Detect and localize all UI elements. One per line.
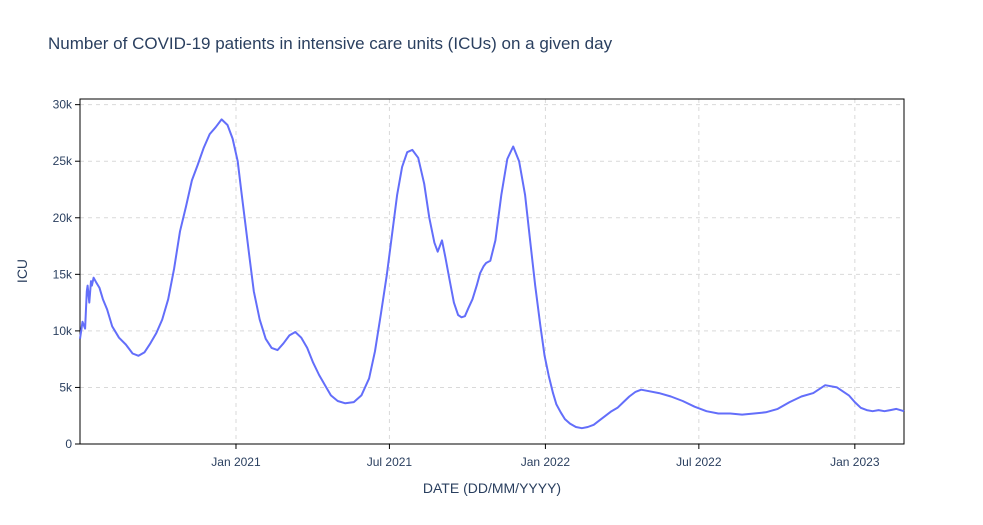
x-tick-label: Jul 2021	[367, 455, 413, 469]
series-layer	[79, 118, 905, 430]
x-tick-label: Jan 2021	[211, 455, 261, 469]
x-tick-label: Jul 2022	[676, 455, 722, 469]
y-axis-title: ICU	[14, 259, 30, 283]
x-tick-label: Jan 2023	[830, 455, 880, 469]
x-tick-label: Jan 2022	[521, 455, 571, 469]
chart-title: Number of COVID-19 patients in intensive…	[48, 34, 613, 53]
y-tick-label: 5k	[59, 380, 73, 394]
y-tick-label: 0	[65, 437, 72, 451]
x-axis-title: DATE (DD/MM/YYYY)	[423, 480, 561, 496]
y-tick-label: 10k	[53, 324, 73, 338]
y-tick-label: 15k	[53, 267, 73, 281]
y-tick-label: 30k	[53, 98, 73, 112]
grid-lines	[80, 99, 904, 444]
y-tick-label: 25k	[53, 154, 73, 168]
icu-series-line	[79, 118, 905, 430]
axis-ticks: 0 5k 10k 15k 20k 25k 30k Jan 2021 Jul 2021 Jan 20…	[53, 98, 880, 469]
plot-frame	[79, 98, 905, 445]
y-tick-label: 20k	[53, 211, 73, 225]
